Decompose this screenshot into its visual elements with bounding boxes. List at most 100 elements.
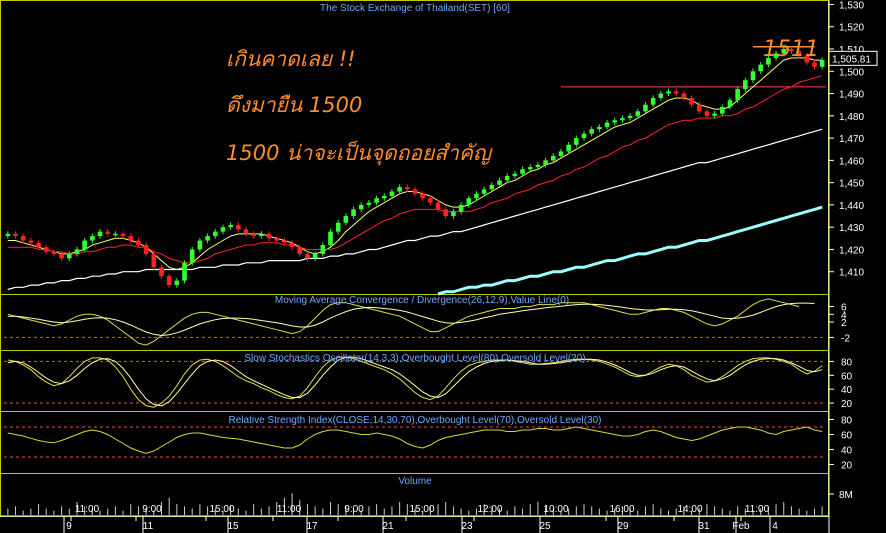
- candle: [504, 173, 510, 184]
- volume-tick-label: 8M: [839, 490, 853, 501]
- candle: [627, 113, 633, 121]
- candle-body: [789, 49, 794, 52]
- candle-body: [82, 240, 87, 250]
- price-tick-label: 1,530: [839, 0, 864, 11]
- rsi-title: Relative Strength Index(CLOSE,14,30,70),…: [229, 415, 602, 426]
- candle: [189, 246, 195, 266]
- candle-body: [420, 193, 425, 199]
- candle-body: [381, 196, 387, 199]
- candle: [773, 50, 779, 61]
- macd-panel: 642 -2: [4, 298, 850, 346]
- candle-body: [481, 189, 487, 194]
- time-tick-label: 9:00: [142, 504, 162, 515]
- date-tick-label: 11: [143, 521, 154, 532]
- candle: [397, 184, 402, 195]
- candle-body: [66, 253, 72, 259]
- candle: [497, 177, 502, 188]
- price-tick-label: 1,420: [839, 245, 864, 256]
- price-tick-label: 1,410: [839, 268, 864, 279]
- candle: [812, 59, 817, 70]
- candle-body: [704, 111, 710, 116]
- ma_mid-line: [7, 75, 823, 264]
- candle: [236, 222, 241, 233]
- candle: [182, 260, 187, 284]
- candle-body: [374, 198, 379, 203]
- candle-body: [205, 236, 210, 241]
- date-tick-label: 23: [461, 521, 473, 532]
- candle-body: [581, 133, 587, 139]
- date-tick-label: 25: [539, 521, 551, 532]
- price-tick-label: 1,460: [839, 156, 864, 167]
- candle-body: [735, 89, 740, 101]
- candle: [489, 182, 495, 192]
- candle-body: [259, 233, 264, 237]
- candle-body: [489, 184, 495, 190]
- candle: [328, 228, 333, 248]
- candle: [443, 206, 449, 219]
- candle: [28, 237, 34, 246]
- candle-body: [282, 240, 287, 243]
- candle-body: [182, 262, 187, 281]
- time-tick-label: 15:00: [209, 504, 234, 515]
- macd-tick-label: 6: [841, 303, 847, 314]
- stochastic-tick-label: 80: [841, 357, 853, 368]
- last-price-label: 1,505.81: [832, 54, 871, 65]
- candle: [758, 61, 764, 74]
- candle: [658, 90, 664, 101]
- candle-body: [97, 231, 103, 237]
- candle: [428, 195, 433, 206]
- candle-body: [128, 236, 134, 241]
- candle-body: [743, 80, 748, 90]
- candle: [466, 195, 472, 208]
- candle: [289, 240, 295, 250]
- candle-body: [351, 209, 356, 217]
- candle-body: [220, 227, 226, 232]
- candle: [220, 224, 226, 235]
- candle: [266, 231, 272, 241]
- peak-label: 1511: [763, 37, 819, 62]
- candle: [589, 126, 594, 137]
- candle-body: [236, 224, 241, 230]
- candle-body: [758, 64, 764, 72]
- time-tick-label: 14:00: [677, 504, 702, 515]
- rsi-tick-label: 80: [841, 416, 853, 427]
- price-tick-label: 1,430: [839, 223, 864, 234]
- candle-body: [535, 164, 541, 168]
- moving-average-lines: [7, 57, 823, 296]
- candle-body: [174, 280, 180, 286]
- date-tick-label: 17: [306, 521, 318, 532]
- candle: [681, 90, 687, 101]
- candle-body: [643, 104, 648, 112]
- candle-body: [612, 120, 618, 123]
- candle-body: [766, 57, 771, 65]
- candle-body: [166, 276, 172, 286]
- candle-body: [59, 253, 64, 259]
- candle-body: [689, 98, 694, 105]
- candle: [666, 88, 671, 97]
- candle-body: [804, 55, 810, 63]
- macd-line: [7, 298, 800, 346]
- candle-body: [819, 60, 825, 67]
- time-tick-label: 15:00: [409, 504, 434, 515]
- candle-body: [504, 175, 510, 181]
- price-y-axis: 1,410 1,420 1,430 1,440 1,450 1,460 1,470 1,480…: [829, 0, 864, 279]
- candle: [704, 108, 710, 119]
- candle-body: [13, 233, 18, 237]
- candle-body: [781, 49, 787, 54]
- candle: [620, 115, 625, 123]
- candle-body: [289, 242, 295, 248]
- candle-body: [666, 91, 671, 94]
- candle: [520, 166, 525, 177]
- candle: [159, 264, 164, 279]
- candle: [581, 130, 587, 141]
- candle: [205, 233, 210, 244]
- candle-body: [320, 245, 326, 254]
- price-tick-label: 1,470: [839, 134, 864, 145]
- date-tick-label: 4: [772, 521, 778, 532]
- candle: [727, 97, 733, 110]
- candle-body: [343, 216, 349, 223]
- candle: [97, 228, 103, 239]
- candle-body: [90, 236, 95, 241]
